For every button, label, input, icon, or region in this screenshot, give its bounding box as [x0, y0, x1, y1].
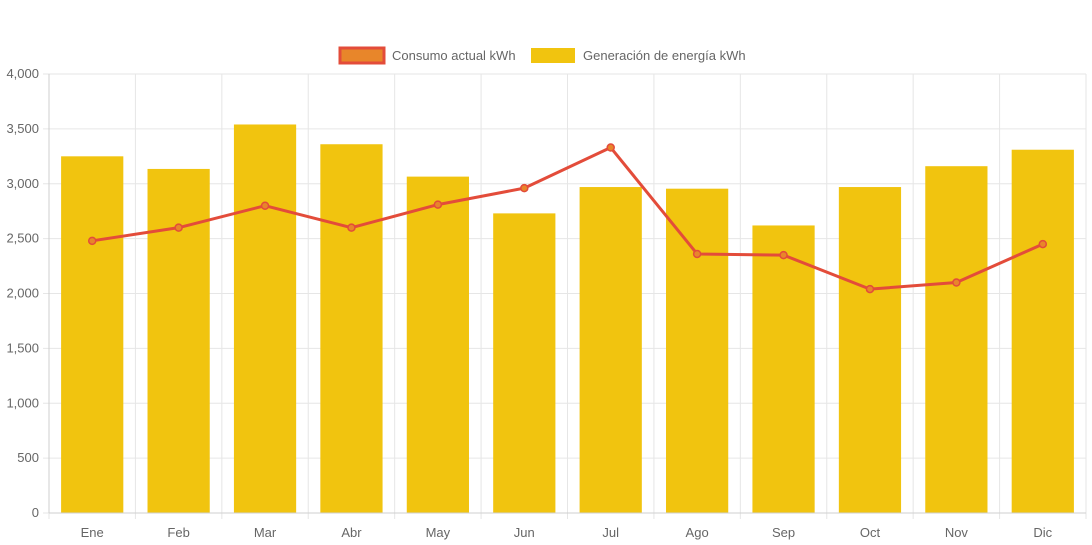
legend-item-consumo[interactable]: Consumo actual kWh	[338, 46, 516, 65]
legend-label-generacion: Generación de energía kWh	[583, 48, 746, 63]
y-tick-label: 3,500	[6, 121, 39, 136]
x-tick-label: Oct	[860, 525, 881, 540]
bar-layer	[61, 124, 1074, 514]
x-tick-label: Ene	[81, 525, 104, 540]
x-tick-label: Abr	[341, 525, 362, 540]
legend-swatch-consumo	[338, 46, 386, 65]
y-tick-label: 2,000	[6, 286, 39, 301]
bar-generacion[interactable]	[493, 213, 556, 513]
bar-generacion[interactable]	[579, 187, 642, 514]
point-consumo[interactable]	[952, 278, 961, 287]
y-tick-label: 1,000	[6, 395, 39, 410]
grid-layer	[43, 73, 1087, 519]
x-tick-label: Jun	[514, 525, 535, 540]
x-tick-label: Sep	[772, 525, 795, 540]
y-tick-label: 3,000	[6, 176, 39, 191]
bar-generacion[interactable]	[838, 187, 902, 514]
point-consumo[interactable]	[87, 236, 97, 246]
point-consumo[interactable]	[520, 183, 529, 193]
x-tick-label: Mar	[254, 525, 277, 540]
bar-generacion[interactable]	[61, 156, 124, 513]
bar-generacion[interactable]	[320, 144, 383, 514]
y-tick-label: 2,500	[6, 231, 39, 246]
x-tick-label: May	[426, 525, 451, 540]
legend: Consumo actual kWh Generación de energía…	[338, 46, 746, 65]
y-tick-label: 500	[17, 450, 39, 465]
y-tick-label: 0	[32, 505, 39, 520]
bar-generacion[interactable]	[752, 225, 815, 513]
bar-generacion[interactable]	[666, 188, 729, 513]
x-tick-label: Feb	[167, 525, 189, 540]
line-layer	[87, 143, 1048, 294]
legend-label-consumo: Consumo actual kWh	[392, 48, 516, 63]
bar-generacion[interactable]	[233, 124, 297, 514]
axis-layer: 0 500 1,000 1,500 2,000 2,500 3,000 3,500 4,000 E…	[6, 66, 1086, 540]
y-tick-label: 4,000	[6, 66, 39, 81]
point-consumo[interactable]	[865, 284, 875, 294]
legend-item-generacion[interactable]: Generación de energía kWh	[531, 48, 746, 63]
bar-generacion[interactable]	[406, 176, 469, 513]
point-consumo[interactable]	[260, 201, 270, 210]
point-consumo[interactable]	[433, 200, 443, 209]
bar-generacion[interactable]	[1011, 149, 1074, 514]
bar-generacion[interactable]	[925, 166, 988, 513]
x-tick-label: Ago	[686, 525, 709, 540]
point-consumo[interactable]	[692, 249, 702, 259]
point-consumo[interactable]	[347, 223, 356, 232]
point-consumo[interactable]	[606, 143, 615, 152]
y-tick-label: 1,500	[6, 340, 39, 355]
point-consumo[interactable]	[174, 223, 183, 232]
x-tick-label: Nov	[945, 525, 969, 540]
x-tick-label: Jul	[602, 525, 619, 540]
point-consumo[interactable]	[1038, 239, 1048, 249]
x-tick-label: Dic	[1033, 525, 1052, 540]
bar-generacion[interactable]	[147, 168, 210, 513]
line-consumo	[91, 146, 1044, 291]
legend-swatch-generacion	[531, 48, 575, 63]
point-consumo[interactable]	[779, 250, 788, 260]
